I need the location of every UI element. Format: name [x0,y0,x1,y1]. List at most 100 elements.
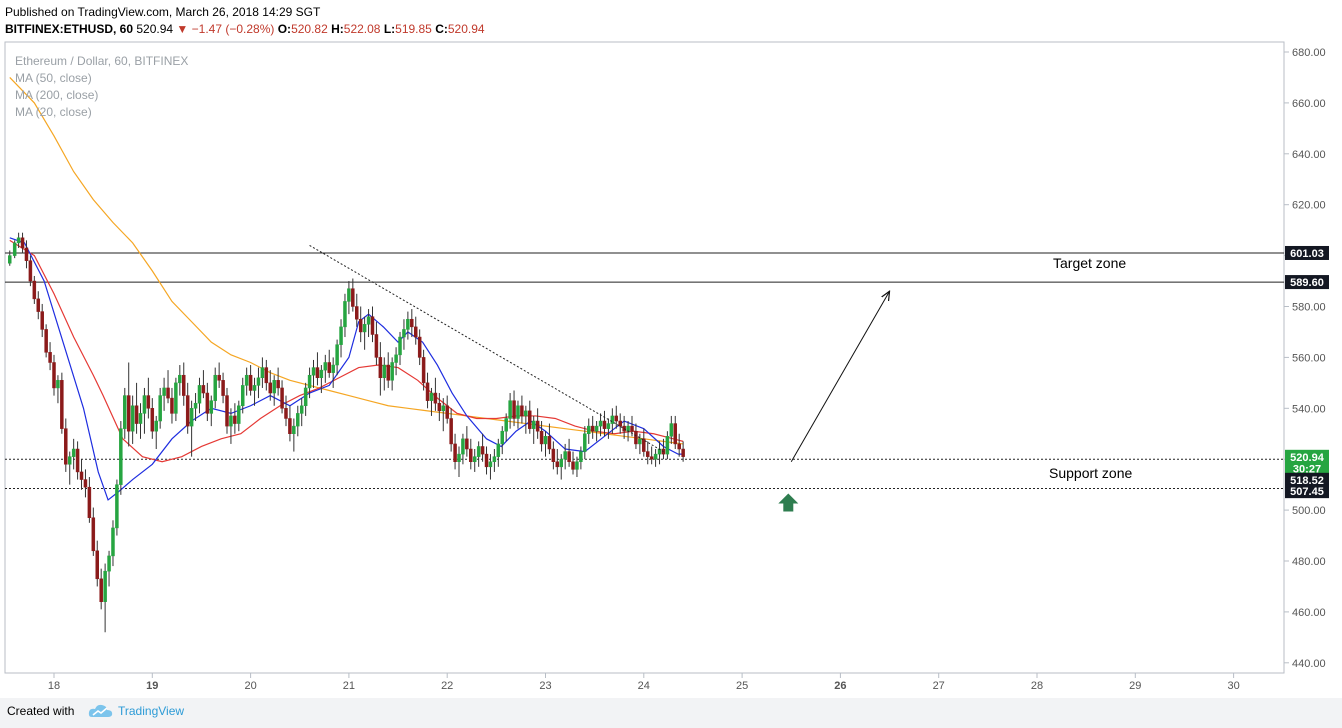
candle-up [531,420,536,429]
symbol-info: BITFINEX:ETHUSD, 60 520.94 ▼ −1.47 (−0.2… [5,22,485,36]
candle-up [256,377,261,386]
candle-down [602,420,607,429]
candle-down [284,408,288,419]
high-value: 522.08 [343,22,381,36]
candle-up [244,374,249,386]
candle-up [103,570,107,602]
candle-up [12,242,17,256]
candle-up [229,415,233,427]
y-tick-label: 440.00 [1292,658,1326,670]
candle-down [374,334,379,358]
candle-down [433,392,438,404]
candle-down [677,443,681,450]
candle-down [469,448,473,462]
candle-up [237,405,241,424]
plot-area[interactable] [4,41,1285,674]
candle-down [649,456,654,460]
candle-up [311,367,316,376]
candle-down [75,448,80,473]
y-tick-label: 560.00 [1292,352,1326,364]
candle-down [182,374,186,396]
candle-up [583,433,587,452]
legend-ma50: MA (50, close) [15,71,92,85]
published-info: Published on TradingView.com, March 26, … [5,5,321,19]
candle-down [590,425,595,432]
x-tick-label: 29 [1129,680,1141,692]
x-tick-label: 24 [638,680,650,692]
candle-down [512,400,516,419]
tradingview-cloud-icon[interactable] [88,702,114,720]
x-tick-label: 25 [736,680,748,692]
legend-title: Ethereum / Dollar, 60, BITFINEX [15,54,189,68]
candle-down [134,405,139,424]
candle-up [500,430,504,445]
candle-up [429,392,434,401]
candle-up [575,461,579,470]
x-tick-label: 28 [1031,680,1043,692]
candle-up [189,408,194,427]
price-label-box [1285,484,1329,499]
candle-down [205,392,210,414]
candle-down [425,382,430,401]
candle-down [60,380,64,429]
candle-up [154,420,158,432]
candle-down [351,288,355,307]
candle-up [209,400,214,414]
price-chart[interactable]: 680.00660.00640.00620.00600.00580.00560.… [0,0,1342,698]
candle-up [406,318,410,330]
candle-up [587,425,591,434]
price-change: −1.47 (−0.28%) [191,22,275,36]
candle-down [484,453,489,468]
candle-up [504,418,508,432]
tradingview-brand-link[interactable]: TradingView [118,704,185,718]
header-bar: Published on TradingView.com, March 26, … [0,0,1342,40]
candle-up [669,423,674,437]
candle-up [197,385,202,404]
symbol-name: BITFINEX:ETHUSD, 60 [5,22,134,36]
y-tick-label: 580.00 [1292,302,1326,314]
open-label: O: [277,22,292,36]
candle-up [598,420,603,427]
candle-up [296,413,300,427]
candle-down [355,306,359,320]
candle-down [95,550,100,580]
candle-down [673,423,678,445]
candle-up [492,456,497,462]
candle-up [461,438,465,455]
candle-down [48,352,52,363]
candle-down [315,367,320,379]
candle-up [158,395,162,422]
candle-down [166,387,170,399]
close-label: C: [435,22,448,36]
candle-up [606,423,611,429]
candle-up [303,387,308,407]
candle-up [319,369,324,379]
candle-up [8,255,12,264]
candle-down [264,367,269,384]
candle-up [193,402,198,409]
candle-down [539,430,544,445]
down-triangle-icon: ▼ [176,22,189,36]
candle-up [382,364,387,379]
candle-up [71,448,76,457]
candle-down [386,364,390,381]
candle-up [343,301,347,328]
price-label-box [1285,472,1329,487]
open-value: 520.82 [291,22,328,36]
candle-down [83,479,88,488]
candle-down [64,428,68,465]
x-tick-label: 22 [441,680,453,692]
candle-down [555,461,560,468]
candle-down [99,578,103,602]
candle-down [150,408,155,432]
candle-up [362,324,367,333]
candle-up [323,362,328,371]
candle-up [488,461,493,468]
candle-down [358,318,363,333]
candle-up [496,443,501,457]
candle-down [370,316,375,335]
candle-down [79,471,84,480]
candle-down [36,298,41,312]
candle-up [272,380,276,394]
candle-down [44,329,48,353]
